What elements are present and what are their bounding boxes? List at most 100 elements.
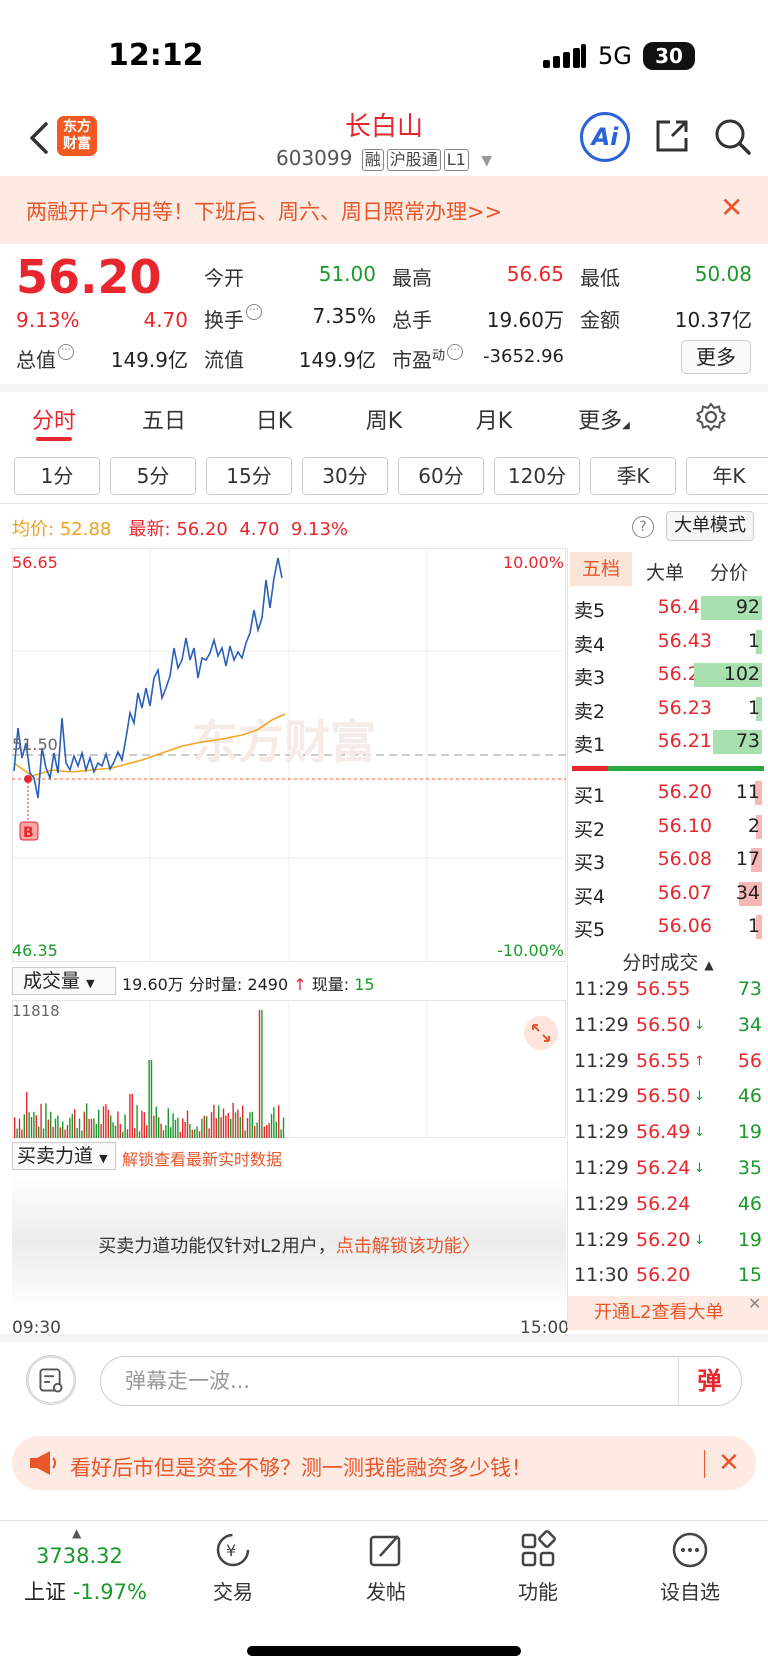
volume-bar	[177, 1117, 179, 1138]
sell-row[interactable]: 卖4 56.43 1	[572, 628, 764, 656]
info-icon[interactable]: ···	[447, 344, 464, 360]
force-indicator-select[interactable]: 买卖力道 ▼	[12, 1142, 116, 1170]
buy-volume: 34	[735, 881, 760, 904]
tab-order-book[interactable]: 五档	[570, 552, 632, 586]
tab-day-k[interactable]: 日K	[255, 409, 293, 434]
volume-bar	[98, 1109, 100, 1138]
watchlist-icon[interactable]	[670, 1530, 710, 1570]
danmu-button[interactable]: 弹	[678, 1357, 740, 1405]
volume-label: 总手	[392, 308, 432, 332]
more-button[interactable]: 更多	[681, 340, 751, 374]
buy-row[interactable]: 买4 56.07 34	[572, 880, 764, 908]
search-icon[interactable]	[712, 116, 752, 156]
trade-direction-icon: ↓	[694, 1161, 705, 1176]
sell-row[interactable]: 卖1 56.21 73	[572, 728, 764, 756]
tab-more[interactable]: 更多◢	[578, 409, 630, 434]
period-quarter-k[interactable]: 季K	[590, 457, 676, 495]
account-banner[interactable]	[0, 176, 768, 244]
tab-five-day[interactable]: 五日	[141, 409, 186, 434]
buy-row[interactable]: 买1 56.20 11	[572, 779, 764, 807]
volume-bar	[246, 1118, 249, 1138]
volume-indicator-select[interactable]: 成交量 ▼	[12, 967, 116, 995]
close-icon[interactable]: ✕	[720, 191, 744, 224]
index-name[interactable]: 上证 -1.97%	[24, 1580, 147, 1604]
sell-row[interactable]: 卖3 56.24 102	[572, 661, 764, 689]
period-120m[interactable]: 120分	[494, 457, 580, 495]
buy-row[interactable]: 买3 56.08 17	[572, 846, 764, 874]
big-order-mode-button[interactable]: 大单模式	[666, 511, 754, 541]
volume-bar	[30, 1117, 33, 1138]
y-min-pct-label: -10.00%	[497, 941, 564, 960]
tab-intraday[interactable]: 分时	[31, 409, 76, 434]
tab-month-k[interactable]: 月K	[475, 409, 513, 434]
banner-text[interactable]: 两融开户不用等！下班后、周六、周日照常办理>>	[26, 200, 503, 224]
post-icon[interactable]	[366, 1530, 406, 1570]
l2-upgrade-banner[interactable]: 开通L2查看大单	[568, 1296, 768, 1330]
trades-header[interactable]: 分时成交 ▲	[622, 952, 714, 974]
period-60m[interactable]: 60分	[398, 457, 484, 495]
nav-post[interactable]: 发帖	[366, 1580, 406, 1604]
status-time: 12:12	[108, 38, 204, 73]
volume-bar	[158, 1117, 160, 1138]
volume-bar	[251, 1111, 253, 1138]
unlock-link[interactable]: 解锁查看最新实时数据	[122, 1150, 283, 1169]
margin-promo-banner[interactable]	[12, 1436, 756, 1490]
nav-watchlist[interactable]: 设自选	[660, 1580, 720, 1604]
tab-price-distribution[interactable]: 分价	[709, 562, 748, 584]
volume-bar	[186, 1110, 189, 1138]
volume-bar	[146, 1125, 148, 1138]
functions-icon[interactable]	[518, 1530, 558, 1570]
volume-bar	[78, 1118, 81, 1138]
period-15m[interactable]: 15分	[206, 457, 292, 495]
period-5m[interactable]: 5分	[110, 457, 196, 495]
volume-bar	[64, 1129, 66, 1138]
tab-week-k[interactable]: 周K	[365, 409, 403, 434]
sell-price: 56.45	[657, 596, 712, 618]
home-indicator	[247, 1646, 521, 1656]
comment-settings-icon[interactable]	[26, 1355, 76, 1405]
y-min-label: 46.35	[12, 941, 58, 960]
trade-icon[interactable]: ¥	[213, 1530, 253, 1570]
tab-big-orders[interactable]: 大单	[645, 562, 684, 584]
close-icon[interactable]: ✕	[748, 1294, 762, 1313]
danmu-input[interactable]: 弹幕走一波...	[100, 1356, 742, 1406]
force-message[interactable]: 买卖力道功能仅针对L2用户，点击解锁该功能〉	[98, 1236, 480, 1257]
index-value[interactable]: 3738.32	[36, 1544, 123, 1568]
expand-icon[interactable]	[524, 1016, 558, 1050]
period-1m[interactable]: 1分	[14, 457, 100, 495]
sell-volume: 92	[735, 596, 760, 618]
back-icon[interactable]	[22, 118, 62, 158]
ai-button[interactable]: Ai	[580, 112, 630, 162]
sell-price: 56.43	[657, 629, 712, 652]
share-icon[interactable]	[652, 116, 692, 156]
intraday-price-chart[interactable]: 东方财富 B 56.65 51.50 46.35 10.00% -10.00%	[12, 548, 566, 962]
turnover-value: 7.35%	[312, 304, 376, 328]
period-year-k[interactable]: 年K	[686, 457, 768, 495]
buy-row[interactable]: 买5 56.06 1	[572, 913, 764, 941]
nav-trade[interactable]: 交易	[213, 1580, 253, 1604]
sell-row[interactable]: 卖5 56.45 92	[572, 594, 764, 622]
volume-summary: 19.60万 分时量: 2490 ↑ 现量: 15	[122, 975, 375, 994]
nav-functions[interactable]: 功能	[518, 1580, 558, 1604]
close-icon[interactable]: ✕	[718, 1448, 740, 1478]
trade-price: 56.55	[636, 978, 691, 1000]
promo-text[interactable]: 看好后市但是资金不够？测一测我能融资多少钱！	[70, 1456, 532, 1480]
gear-icon[interactable]	[696, 402, 726, 432]
help-icon[interactable]: ?	[632, 516, 654, 538]
volume-chart[interactable]: 11818	[12, 1000, 566, 1138]
volume-bar	[225, 1115, 227, 1138]
change-pct: 9.13%	[16, 308, 80, 332]
info-icon[interactable]: ···	[246, 304, 262, 320]
trade-time: 11:29	[574, 1049, 629, 1072]
sell-row[interactable]: 卖2 56.23 1	[572, 695, 764, 723]
buy-price: 56.20	[657, 781, 712, 803]
volume-bar	[165, 1125, 167, 1138]
stock-subtitle[interactable]: 603099 融沪股通 L1 ▼	[0, 146, 768, 171]
y-max-pct-label: 10.00%	[503, 553, 564, 572]
info-icon[interactable]: ···	[58, 344, 74, 360]
volume-bar	[278, 1105, 280, 1138]
period-30m[interactable]: 30分	[302, 457, 388, 495]
buy-row[interactable]: 买2 56.10 2	[572, 813, 764, 841]
volume-bar	[208, 1128, 210, 1138]
chart-legend: 均价: 52.88 最新: 56.20 4.70 9.13%	[12, 519, 349, 540]
